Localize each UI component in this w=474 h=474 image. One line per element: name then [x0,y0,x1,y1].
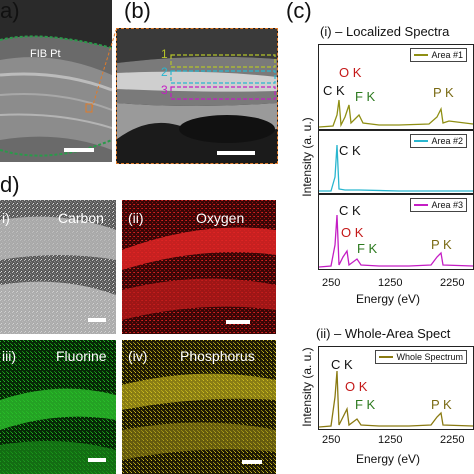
legend-label: Whole Spectrum [396,352,463,362]
localized-spectra-title: (i) – Localized Spectra [320,24,450,39]
legend-area-2: Area #2 [410,134,467,148]
xtick-2250: 2250 [440,277,465,289]
xtick-2250-whole: 2250 [440,434,465,446]
panel-a-sem-image: FIB Pt [0,0,112,162]
oxygen-map-index: (ii) [128,210,144,226]
legend-swatch [379,356,394,358]
spectrum-area-3: Area #3 C K O K F K P K [318,194,474,270]
spectrum-area-2-graphic [319,144,473,192]
carbon-map-graphic [0,200,116,334]
spectrum-area-3-graphic [318,214,474,268]
peak-label-o: O K [345,379,368,394]
fluorine-map-index: iii) [2,348,16,364]
fluorine-map-element: Fluorine [56,348,107,364]
peak-label-o: O K [339,65,362,80]
legend-whole: Whole Spectrum [375,350,467,364]
legend-swatch [414,204,429,206]
panel-a-letter: a) [0,0,20,23]
panel-d-letter: d) [0,172,20,197]
legend-label: Area #3 [431,200,463,210]
oxygen-map: (ii) Oxygen [122,200,276,334]
carbon-map-index: i) [2,210,10,226]
legend-area-1: Area #1 [410,48,467,62]
phosphorus-map: (iv) Phosphorus [122,340,276,474]
zoom-leader-lines [91,29,117,109]
legend-label: Area #2 [431,136,463,146]
box-label-2: 2 [161,65,168,79]
legend-area-3: Area #3 [410,198,467,212]
box-label-3: 3 [161,83,168,97]
carbon-map-element: Carbon [58,210,104,226]
carbon-map: i) Carbon [0,200,116,334]
spectrum-area-1: Area #1 O K C K F K P K [318,44,474,130]
oxygen-map-element: Oxygen [196,210,245,226]
peak-label-o: O K [341,225,364,240]
xtick-1250: 1250 [378,277,403,289]
oxygen-map-graphic [122,200,276,334]
panel-b-letter: (b) [124,0,151,23]
xtick-1250-whole: 1250 [378,434,403,446]
box-label-1: 1 [161,47,168,61]
ylabel-localized: Intensity (a. u.) [300,117,314,197]
peak-label-f: F K [355,397,376,412]
peak-label-f: F K [355,89,376,104]
fluorine-map-graphic [0,340,116,474]
fib-pt-label: FIB Pt [30,48,61,60]
peak-label-c: C K [331,357,353,372]
spectrum-area-2: Area #2 C K [318,130,474,194]
spectrum-whole: Whole Spectrum C K O K F K P K [318,346,474,430]
panel-b-sem-zoom: 1 2 3 [116,28,278,164]
peak-label-c: C K [323,83,345,98]
panel-c-letter: (c) [286,0,312,23]
peak-label-f: F K [357,241,378,256]
peak-label-p: P K [433,85,454,100]
xtick-250-whole: 250 [322,434,341,446]
peak-label-p: P K [431,237,452,252]
peak-label-c: C K [339,143,361,158]
fluorine-map: iii) Fluorine [0,340,116,474]
phosphorus-map-graphic [122,340,276,474]
peak-label-p: P K [431,397,452,412]
ylabel-whole: Intensity (a. u.) [300,347,314,427]
spectrum-whole-graphic [318,370,474,428]
phosphorus-map-element: Phosphorus [180,348,255,364]
xlabel-whole: Energy (eV) [356,452,421,466]
whole-area-title: (ii) – Whole-Area Spect [316,326,451,341]
xlabel-localized: Energy (eV) [356,292,421,306]
phosphorus-map-index: (iv) [128,348,148,364]
peak-label-c: C K [339,203,361,218]
panel-b-graphic [117,29,277,163]
legend-swatch [414,140,429,142]
legend-label: Area #1 [431,50,463,60]
legend-swatch [414,54,429,56]
panel-a-graphic [0,0,112,162]
spectrum-area-1-graphic [318,99,474,128]
xtick-250: 250 [322,277,341,289]
